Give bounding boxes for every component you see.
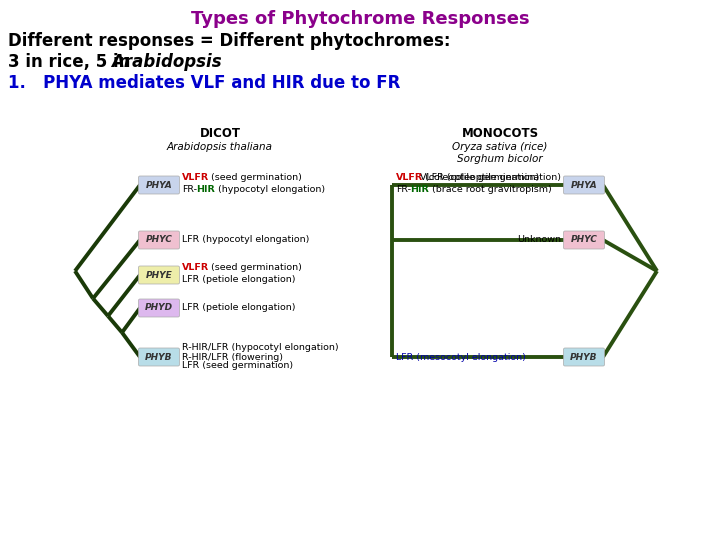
- Text: PHYE: PHYE: [145, 271, 172, 280]
- Text: LFR (seed germination): LFR (seed germination): [182, 361, 293, 370]
- Text: LFR (hypocotyl elongation): LFR (hypocotyl elongation): [182, 235, 310, 245]
- FancyBboxPatch shape: [138, 348, 179, 366]
- Text: Types of Phytochrome Responses: Types of Phytochrome Responses: [191, 10, 529, 28]
- Text: VLFR: VLFR: [182, 173, 209, 183]
- Text: FR-: FR-: [182, 186, 197, 194]
- Text: VLFR (coleoptile germination): VLFR (coleoptile germination): [420, 173, 561, 183]
- FancyBboxPatch shape: [138, 176, 179, 194]
- FancyBboxPatch shape: [138, 231, 179, 249]
- Text: (coleoptile germination): (coleoptile germination): [422, 173, 539, 183]
- FancyBboxPatch shape: [138, 266, 179, 284]
- FancyBboxPatch shape: [564, 348, 605, 366]
- Text: MONOCOTS: MONOCOTS: [462, 127, 539, 140]
- Text: Arabidopsis thaliana: Arabidopsis thaliana: [167, 142, 273, 152]
- Text: 3 in rice, 5 in: 3 in rice, 5 in: [8, 53, 136, 71]
- Text: HIR: HIR: [196, 186, 215, 194]
- Text: PHYC: PHYC: [570, 235, 598, 245]
- Text: FR-: FR-: [396, 186, 411, 194]
- Text: PHYB: PHYB: [570, 353, 598, 361]
- Text: VLFR: VLFR: [182, 264, 209, 273]
- Text: (seed germination): (seed germination): [208, 264, 302, 273]
- Text: Unknown: Unknown: [517, 235, 561, 245]
- Text: PHYA: PHYA: [145, 180, 172, 190]
- FancyBboxPatch shape: [138, 299, 179, 317]
- Text: DICOT: DICOT: [199, 127, 240, 140]
- Text: R-HIR/LFR (flowering): R-HIR/LFR (flowering): [182, 353, 283, 361]
- Text: HIR: HIR: [410, 186, 428, 194]
- Text: Sorghum bicolor: Sorghum bicolor: [457, 154, 543, 164]
- Text: PHYD: PHYD: [145, 303, 173, 313]
- Text: (hypocotyl elongation): (hypocotyl elongation): [215, 186, 325, 194]
- Text: PHYC: PHYC: [145, 235, 172, 245]
- FancyBboxPatch shape: [564, 176, 605, 194]
- Text: PHYA: PHYA: [571, 180, 598, 190]
- Text: (seed germination): (seed germination): [208, 173, 302, 183]
- Text: VLFR: VLFR: [396, 173, 423, 183]
- Text: R-HIR/LFR (hypocotyl elongation): R-HIR/LFR (hypocotyl elongation): [182, 343, 338, 353]
- Text: LFR (mesocotyl elongation): LFR (mesocotyl elongation): [396, 353, 526, 361]
- Text: (brace root gravitropism): (brace root gravitropism): [429, 186, 552, 194]
- FancyBboxPatch shape: [564, 231, 605, 249]
- Text: LFR (petiole elongation): LFR (petiole elongation): [182, 303, 295, 313]
- Text: PHYB: PHYB: [145, 353, 173, 361]
- Text: LFR (petiole elongation): LFR (petiole elongation): [182, 275, 295, 285]
- Text: Oryza sativa (rice): Oryza sativa (rice): [452, 142, 548, 152]
- Text: Arabidopsis: Arabidopsis: [111, 53, 222, 71]
- Text: Different responses = Different phytochromes:: Different responses = Different phytochr…: [8, 32, 451, 50]
- Text: 1.   PHYA mediates VLF and HIR due to FR: 1. PHYA mediates VLF and HIR due to FR: [8, 74, 400, 92]
